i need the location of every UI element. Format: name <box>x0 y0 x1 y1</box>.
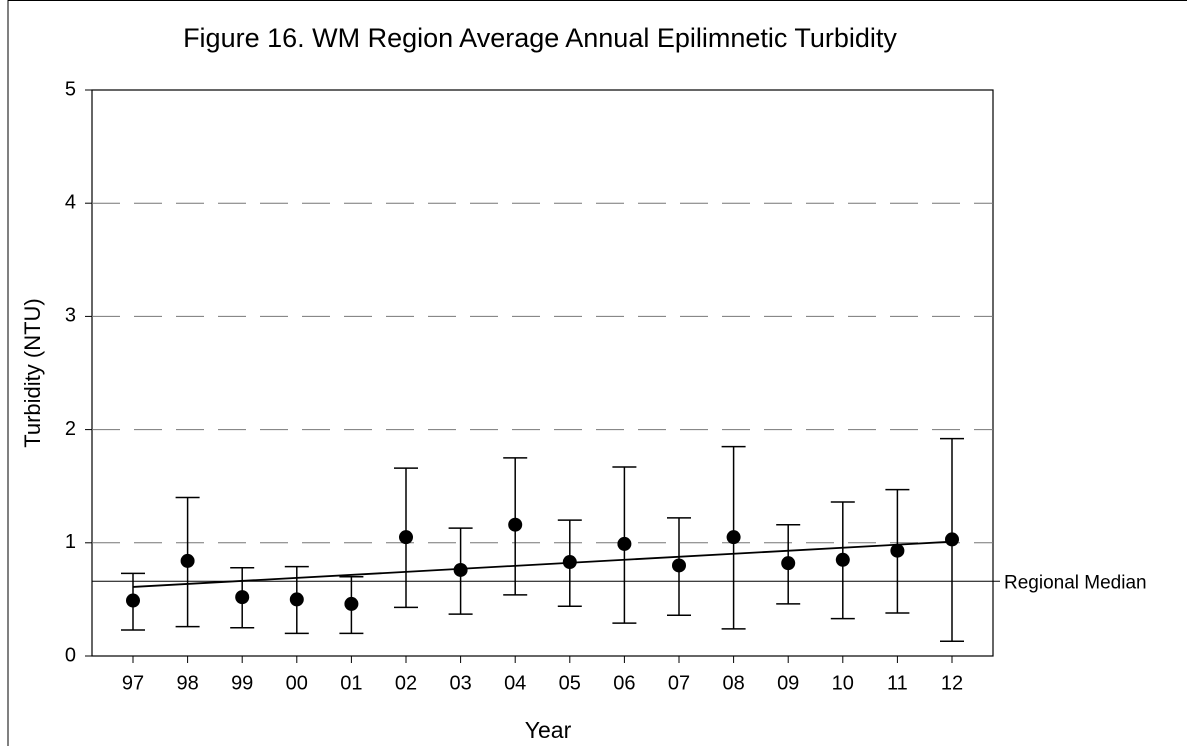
data-point <box>235 590 250 605</box>
data-point <box>890 543 905 558</box>
x-tick-label: 06 <box>613 672 635 694</box>
x-tick-label: 01 <box>340 672 362 694</box>
y-tick-label: 0 <box>65 644 76 666</box>
y-tick-label: 2 <box>65 418 76 440</box>
data-point <box>945 532 959 547</box>
x-tick-label: 08 <box>722 672 744 694</box>
y-tick-label: 5 <box>65 78 76 100</box>
data-point <box>289 592 304 607</box>
y-tick-label: 1 <box>65 531 76 553</box>
x-tick-label: 04 <box>504 672 526 694</box>
y-axis-label: Turbidity (NTU) <box>20 298 45 448</box>
data-point <box>453 562 468 577</box>
data-point <box>562 555 577 570</box>
x-tick-label: 07 <box>668 672 690 694</box>
x-axis-label: Year <box>525 717 572 743</box>
data-point <box>781 556 796 571</box>
x-tick-label: 05 <box>559 672 581 694</box>
y-tick-label: 4 <box>65 191 76 213</box>
y-tick-label: 3 <box>65 305 76 327</box>
data-point <box>726 530 741 545</box>
x-tick-label: 09 <box>777 672 799 694</box>
x-tick-label: 00 <box>286 672 308 694</box>
x-tick-label: 03 <box>449 672 471 694</box>
data-point <box>835 552 850 567</box>
chart-title: Figure 16. WM Region Average Annual Epil… <box>183 23 897 53</box>
data-point <box>508 517 523 532</box>
x-tick-label: 99 <box>231 672 253 694</box>
data-point <box>180 553 195 568</box>
data-point <box>344 596 359 611</box>
median-label: Regional Median <box>1004 572 1147 593</box>
data-point <box>399 530 413 545</box>
x-tick-label: 12 <box>941 672 963 694</box>
data-point <box>126 593 140 608</box>
x-tick-label: 10 <box>832 672 854 694</box>
x-tick-label: 02 <box>395 672 417 694</box>
x-tick-label: 97 <box>122 672 144 694</box>
trend-line <box>132 540 953 588</box>
x-tick-label: 98 <box>176 672 198 694</box>
plot-frame <box>91 89 994 657</box>
data-point <box>617 536 632 551</box>
data-point <box>672 558 686 573</box>
x-tick-label: 11 <box>887 672 908 694</box>
